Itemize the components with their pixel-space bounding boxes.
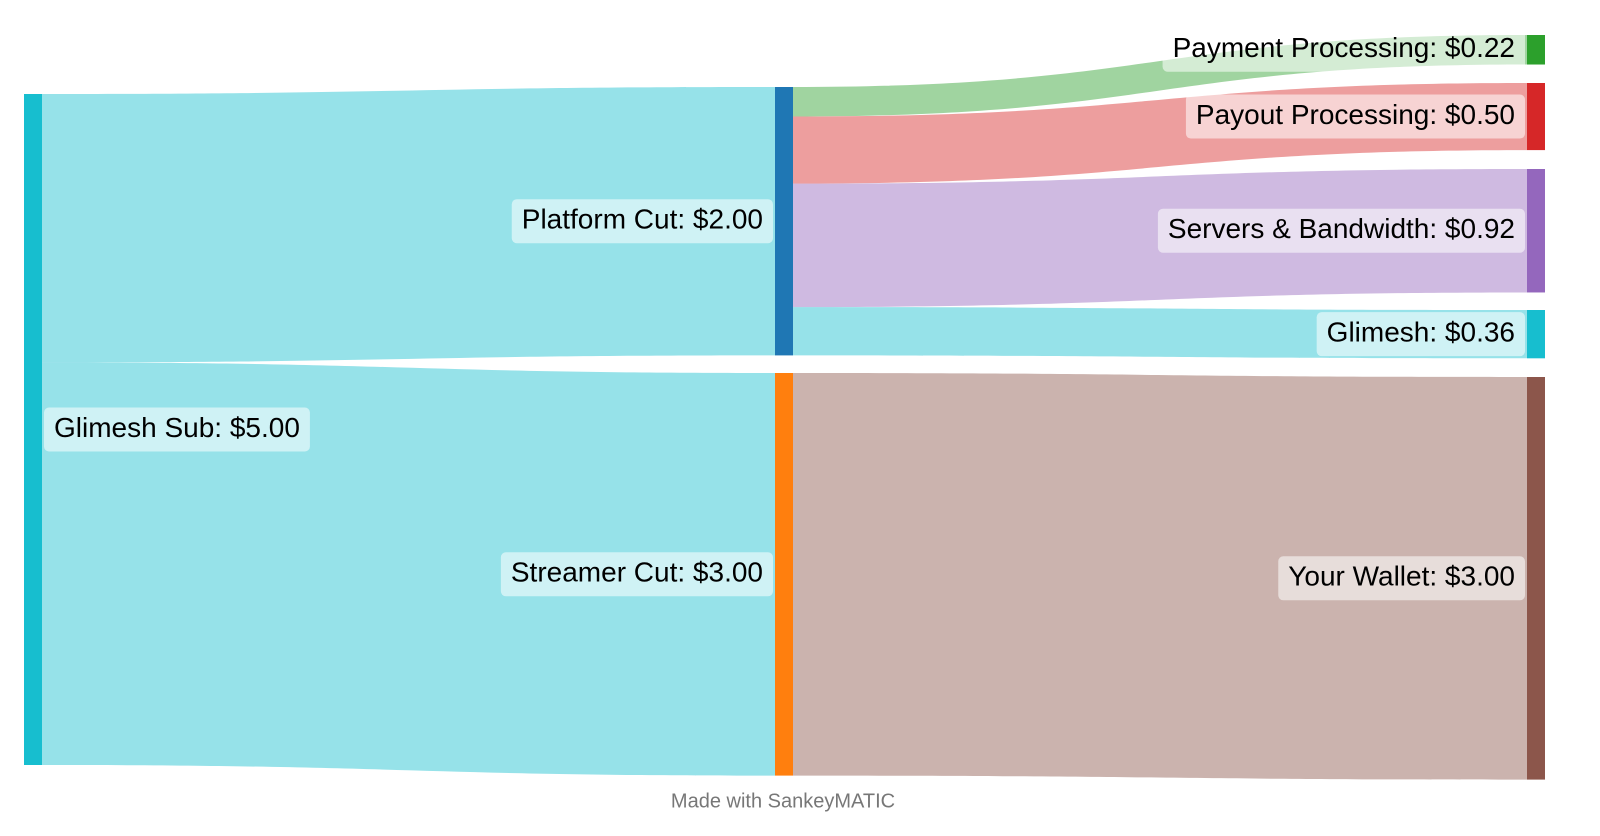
label-background	[1278, 556, 1525, 601]
label-background	[44, 407, 310, 452]
label-background	[1162, 27, 1525, 72]
node	[1527, 169, 1545, 293]
node-label: Payment Processing: $0.22	[1173, 32, 1515, 63]
node-label: Streamer Cut: $3.00	[511, 557, 763, 588]
link	[42, 362, 775, 776]
node	[1527, 310, 1545, 359]
link	[42, 87, 775, 363]
labels: Glimesh Sub: $5.00 Platform Cut: $2.00 Str…	[44, 27, 1525, 601]
node	[775, 87, 793, 356]
node-label: Your Wallet: $3.00	[1288, 561, 1515, 592]
nodes	[24, 35, 1545, 780]
node	[1527, 35, 1545, 65]
node-label: Payout Processing: $0.50	[1196, 99, 1515, 130]
label-background	[1316, 312, 1525, 357]
label-background	[1185, 94, 1525, 139]
node-label: Glimesh: $0.36	[1327, 317, 1515, 348]
label-background	[500, 552, 773, 597]
node-label: Glimesh Sub: $5.00	[54, 412, 300, 443]
node-label: Servers & Bandwidth: $0.92	[1168, 213, 1515, 244]
label-background	[511, 199, 773, 244]
node	[775, 373, 793, 776]
link	[793, 373, 1527, 780]
node	[1527, 377, 1545, 780]
node	[1527, 83, 1545, 151]
node	[24, 94, 42, 765]
label-background	[1157, 208, 1525, 253]
node-label: Platform Cut: $2.00	[522, 204, 763, 235]
credit: Made with SankeyMATIC	[671, 790, 895, 812]
